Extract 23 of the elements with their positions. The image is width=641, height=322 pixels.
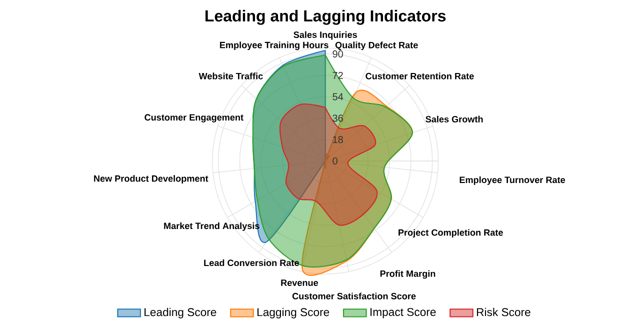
y-tick-label: 90	[332, 50, 343, 58]
spoke-label: Lead Conversion Rate	[204, 259, 299, 266]
spoke-label: Employee Turnover Rate	[460, 176, 566, 185]
y-tick-label: 54	[332, 93, 344, 100]
legend-label: Lagging Score	[257, 308, 330, 318]
legend-label: Risk Score	[476, 308, 530, 316]
spoke-label: Project Completion Rate	[398, 229, 503, 238]
legend-label: Leading Score	[144, 308, 216, 318]
spoke-label: Customer Satisfaction Score	[292, 292, 416, 300]
spoke-label: Quality Defect Rate	[335, 42, 418, 50]
spoke-label: New Product Development	[94, 175, 208, 184]
spoke-label: Website Traffic	[198, 72, 263, 80]
spoke-label: Sales Inquiries	[294, 31, 357, 40]
y-tick-label: 18	[333, 136, 343, 144]
spoke-label: Profit Margin	[380, 270, 436, 279]
spoke-label: Employee Training Hours	[220, 42, 328, 50]
spoke-label: Customer Engagement	[144, 114, 244, 122]
y-tick-label: 0	[332, 157, 338, 165]
spoke-label: Sales Growth	[426, 116, 483, 122]
spoke-label: Customer Retention Rate	[366, 72, 474, 80]
legend-label: Impact Score	[370, 308, 436, 318]
spoke-label: Revenue	[281, 280, 318, 286]
chart-title: Leading and Lagging Indicators	[206, 10, 446, 25]
